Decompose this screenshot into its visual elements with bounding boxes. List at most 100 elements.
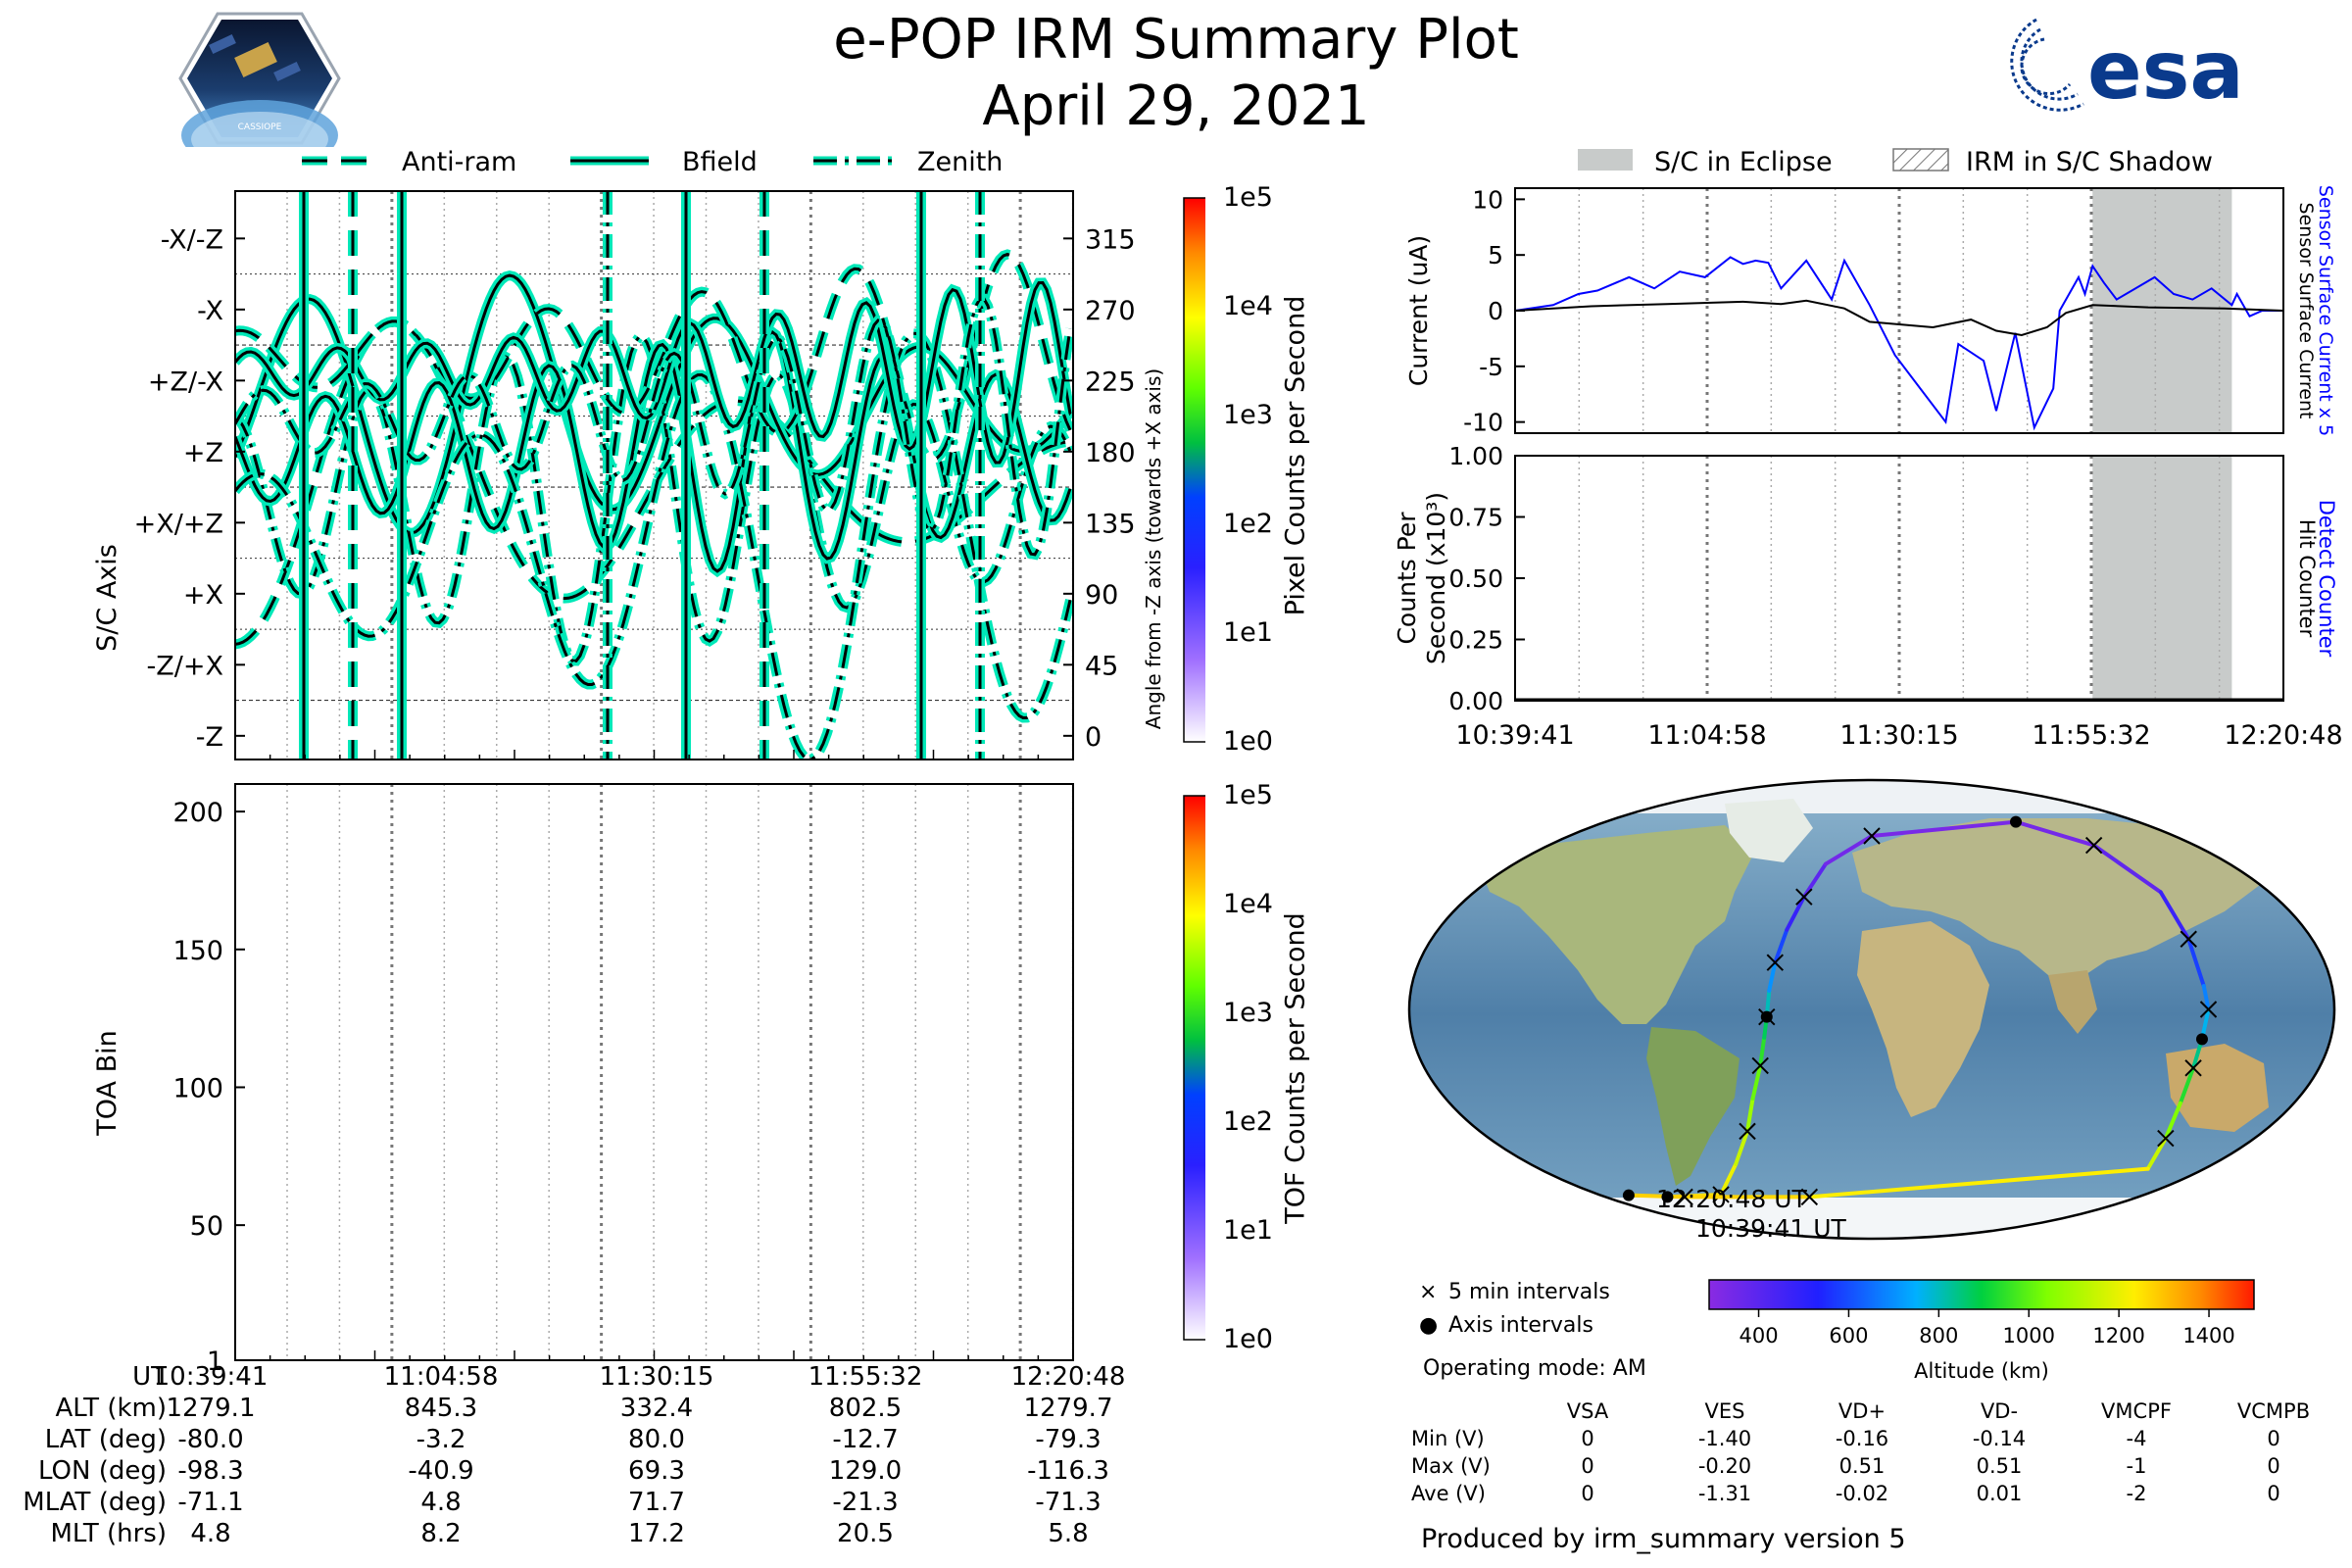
five-min-marker bbox=[1712, 1186, 1730, 1203]
legend-axis-intervals: ● Axis intervals bbox=[1419, 1313, 1593, 1338]
ephemeris-value: -80.0 bbox=[177, 1425, 244, 1454]
ephemeris-value: 69.3 bbox=[628, 1456, 685, 1486]
track-segment bbox=[1734, 1129, 1750, 1166]
ephemeris-value: -71.1 bbox=[177, 1488, 244, 1517]
south-america bbox=[1646, 1027, 1740, 1186]
voltage-value: 0 bbox=[2267, 1482, 2280, 1505]
legend-anti-ram: Anti-ram bbox=[402, 147, 516, 177]
colorbar-tick-label: 1e0 bbox=[1223, 1324, 1273, 1354]
ephemeris-label: ALT (km) bbox=[55, 1394, 167, 1423]
north-america bbox=[1480, 825, 1754, 1024]
counter-ylabel-1: Counts Per bbox=[1393, 512, 1421, 645]
eclipse-band bbox=[2092, 456, 2232, 701]
current-right-label-black: Sensor Surface Current bbox=[2295, 203, 2317, 419]
map-outline bbox=[1407, 778, 2336, 1241]
ephemeris-value: 11:30:15 bbox=[599, 1362, 714, 1392]
esa-logo-text: esa bbox=[2087, 24, 2244, 118]
ephemeris-value: 17.2 bbox=[628, 1519, 685, 1548]
ephemeris-value: -98.3 bbox=[177, 1456, 244, 1486]
voltage-value: -0.20 bbox=[1697, 1454, 1752, 1478]
axis-interval-marker bbox=[1760, 1010, 1773, 1023]
counter-ylabel-2: Second (x10³) bbox=[1422, 492, 1450, 664]
antarctica bbox=[1409, 1198, 2334, 1239]
time-tick-label: 10:39:41 bbox=[1455, 720, 1574, 750]
zenith-curve-core bbox=[235, 297, 1072, 557]
track-segment bbox=[2178, 1065, 2196, 1105]
voltage-header: VSA bbox=[1566, 1399, 1609, 1423]
sc-axis-tick-label: +Z/-X bbox=[148, 367, 223, 397]
legend-5min: × 5 min intervals bbox=[1419, 1280, 1610, 1304]
angle-tick-label: 315 bbox=[1085, 224, 1136, 255]
altitude-tick-label: 1200 bbox=[2092, 1324, 2144, 1348]
track-segment bbox=[2014, 819, 2096, 848]
colorbar-tick-label: 1e3 bbox=[1223, 998, 1273, 1028]
legend-eclipse: S/C in Eclipse bbox=[1654, 147, 1833, 177]
ephemeris-value: 11:55:32 bbox=[808, 1362, 923, 1392]
track-segment bbox=[1626, 1193, 1688, 1200]
five-min-marker bbox=[2180, 930, 2197, 948]
voltage-header: VD- bbox=[1980, 1399, 2019, 1423]
altitude-colorbar-ticks: 400 600 800 1000 1200 1400 bbox=[1739, 1309, 2235, 1348]
voltage-value: -0.16 bbox=[1835, 1427, 1889, 1450]
sc-axis-right-ticks: 315 270 225 180 135 90 45 0 bbox=[1063, 224, 1136, 753]
ephemeris-value: 71.7 bbox=[628, 1488, 685, 1517]
voltage-stats: VSA VES VD+ VD- VMCPF VCMPB Min (V) 0 -1.40 -0.16… bbox=[1411, 1399, 2342, 1509]
track-segment bbox=[1719, 1161, 1739, 1197]
voltage-value: -0.14 bbox=[1972, 1427, 2027, 1450]
current-series bbox=[1515, 256, 2283, 431]
five-min-marker bbox=[1800, 1188, 1819, 1206]
toa-tick-label: 50 bbox=[190, 1211, 223, 1242]
five-min-marker bbox=[1863, 827, 1881, 845]
operating-mode: Operating mode: AM bbox=[1423, 1356, 1646, 1381]
ephemeris-label: MLT (hrs) bbox=[50, 1519, 168, 1548]
voltage-row-label: Min (V) bbox=[1411, 1427, 1485, 1450]
counter-tick-label: 0.75 bbox=[1448, 504, 1503, 532]
track-segment bbox=[2091, 843, 2163, 895]
sc-axis-tick-label: +Z bbox=[183, 438, 223, 468]
five-min-marker bbox=[1739, 1122, 1756, 1141]
angle-tick-label: 225 bbox=[1085, 367, 1136, 397]
colorbar-tick-label: 1e0 bbox=[1223, 726, 1273, 757]
ephemeris-value: -3.2 bbox=[416, 1425, 466, 1454]
sc-axis-tick-label: -Z/+X bbox=[147, 651, 223, 681]
colorbar-tick-label: 1e5 bbox=[1223, 780, 1273, 810]
current-ticks: 10 5 0 -5 -10 bbox=[1463, 185, 1525, 437]
colorbar-tick-label: 1e4 bbox=[1223, 889, 1273, 919]
current-series-line bbox=[1515, 299, 2283, 337]
angle-tick-label: 45 bbox=[1085, 651, 1118, 681]
counter-gridlines bbox=[1578, 456, 2221, 701]
current-tick-label: -5 bbox=[1479, 353, 1503, 381]
cassiope-logo: CASSIOPE bbox=[176, 10, 343, 171]
five-min-marker bbox=[2157, 1129, 2175, 1148]
voltage-header bbox=[1411, 1399, 1519, 1427]
voltage-value: 0 bbox=[2267, 1427, 2280, 1450]
current-tick-label: 5 bbox=[1488, 241, 1503, 270]
altitude-colorbar: 400 600 800 1000 1200 1400 Altitude (km) bbox=[1708, 1279, 2255, 1382]
ephemeris-label: UT bbox=[132, 1362, 167, 1392]
voltage-value: -1.31 bbox=[1697, 1482, 1752, 1505]
five-min-marker bbox=[1751, 1056, 1769, 1075]
time-tick-label: 11:55:32 bbox=[2032, 720, 2150, 750]
eurasia bbox=[1852, 818, 2264, 980]
altitude-colorbar-label: Altitude (km) bbox=[1914, 1359, 2049, 1382]
sc-axis-tick-label: -X/-Z bbox=[161, 224, 223, 255]
voltage-value: 0 bbox=[1581, 1482, 1594, 1505]
counter-tick-label: 0.00 bbox=[1448, 687, 1503, 715]
colorbar-tick-label: 1e2 bbox=[1223, 509, 1273, 539]
sc-axis-curves bbox=[235, 191, 1073, 760]
counter-eclipse-band bbox=[2092, 456, 2232, 701]
five-min-marker bbox=[2084, 836, 2103, 855]
ephemeris-value: -79.3 bbox=[1035, 1425, 1102, 1454]
footer-text: Produced by irm_summary version 5 bbox=[1421, 1524, 1906, 1554]
legend-zenith: Zenith bbox=[917, 147, 1003, 177]
track-segment bbox=[1773, 927, 1789, 965]
counter-tick-label: 1.00 bbox=[1448, 446, 1503, 470]
ephemeris-value: -40.9 bbox=[408, 1456, 474, 1486]
track-segment bbox=[1870, 819, 2019, 838]
altitude-tick-label: 1400 bbox=[2182, 1324, 2234, 1348]
greenland bbox=[1725, 799, 1813, 862]
ephemeris-value: 20.5 bbox=[837, 1519, 894, 1548]
current-tick-label: 0 bbox=[1488, 297, 1503, 325]
sc-axis-tick-label: -Z bbox=[196, 722, 223, 753]
